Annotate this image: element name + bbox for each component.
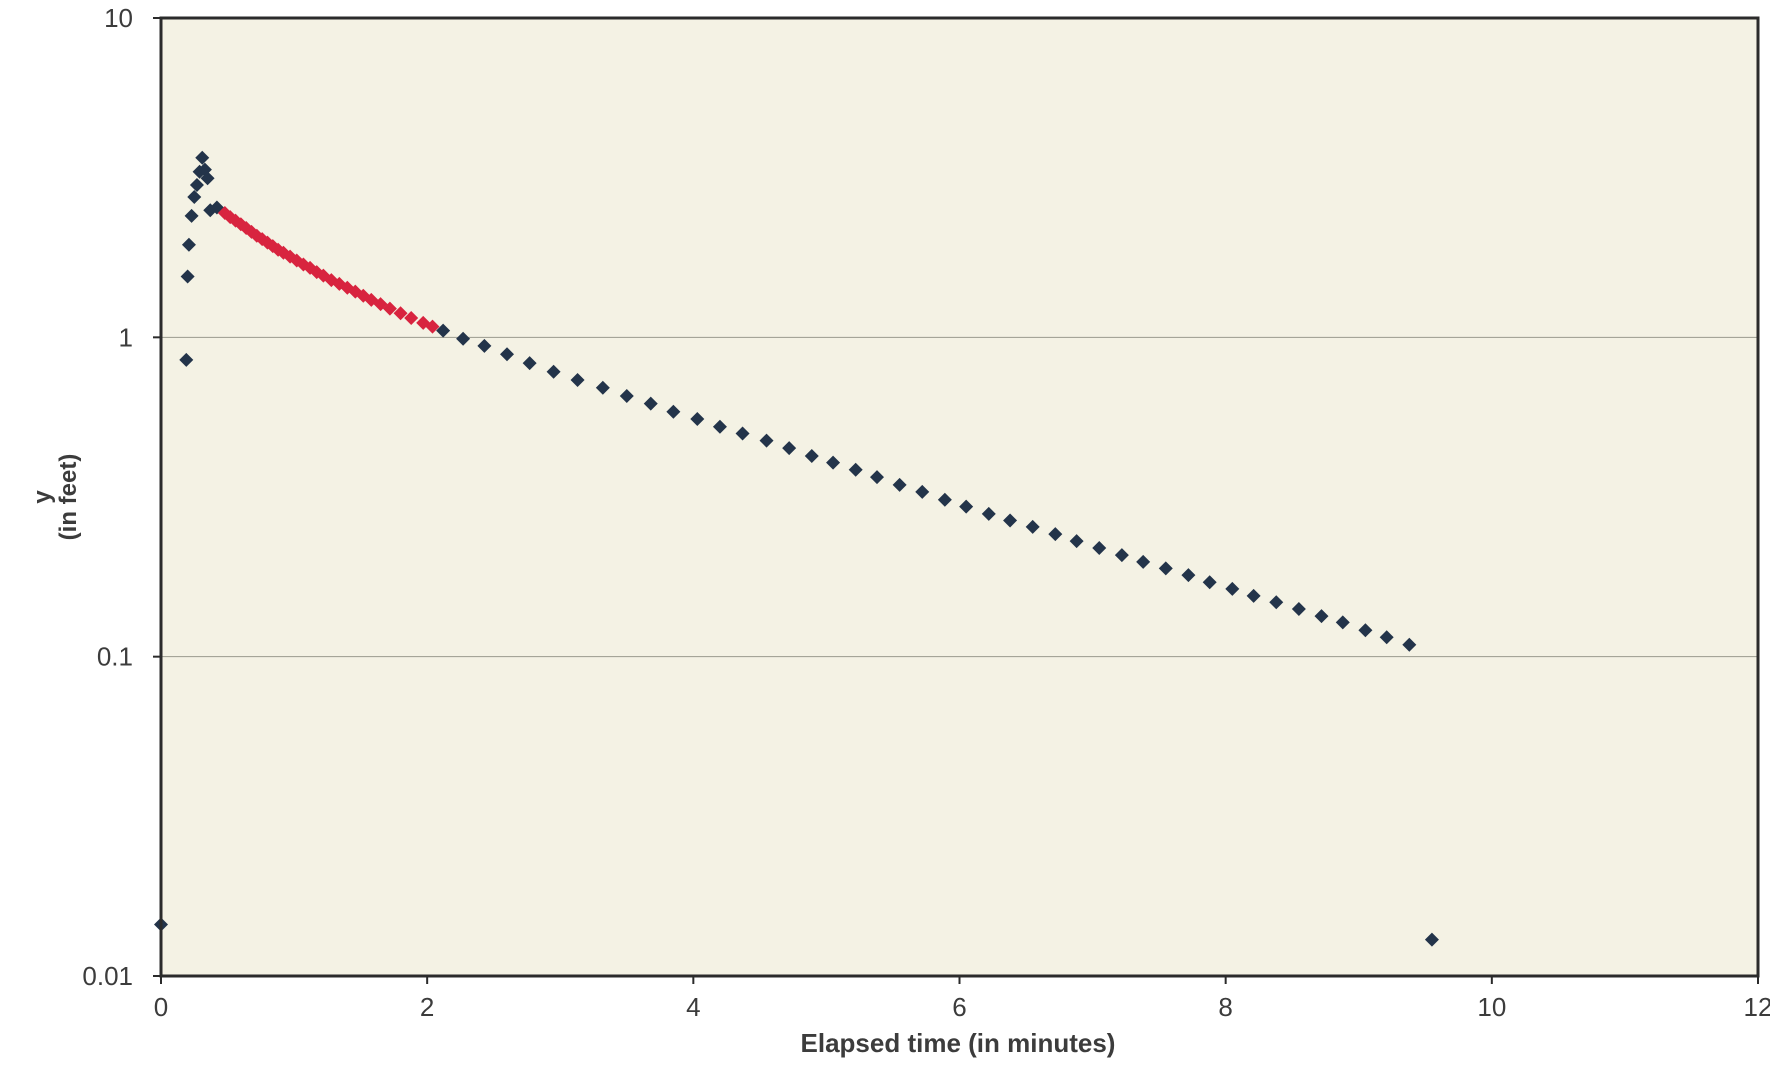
data-point (425, 319, 440, 334)
data-point (1092, 540, 1107, 555)
data-point (1202, 575, 1217, 590)
plot-area (161, 18, 1758, 976)
data-point (436, 323, 451, 338)
data-point (619, 389, 634, 404)
x-tick-label: 6 (952, 992, 966, 1022)
x-tick-label: 10 (1477, 992, 1506, 1022)
data-point (1225, 581, 1240, 596)
data-point (666, 404, 681, 419)
data-point (1048, 527, 1063, 542)
y-tick-label: 0.01 (82, 961, 133, 991)
data-point (1136, 554, 1151, 569)
data-point (1379, 630, 1394, 645)
data-point (187, 190, 202, 205)
data-point (1358, 623, 1373, 638)
data-point (546, 364, 561, 379)
data-point (1246, 588, 1261, 603)
data-point (712, 419, 727, 434)
data-point (915, 484, 930, 499)
data-point (1335, 615, 1350, 630)
data-point (595, 380, 610, 395)
data-point (181, 237, 196, 252)
y-tick-label: 0.1 (97, 642, 133, 672)
data-point (500, 347, 515, 362)
data-point (782, 441, 797, 456)
data-point (959, 499, 974, 514)
data-point (643, 396, 658, 411)
data-point (826, 455, 841, 470)
data-point (1003, 513, 1018, 528)
x-tick-label: 2 (420, 992, 434, 1022)
data-point (180, 269, 195, 284)
data-point (1269, 595, 1284, 610)
data-point (759, 433, 774, 448)
data-point (1069, 534, 1084, 549)
x-axis-label: Elapsed time (in minutes) (801, 1028, 1116, 1058)
x-tick-label: 0 (154, 992, 168, 1022)
y-tick-label: 1 (119, 322, 133, 352)
x-tick-label: 8 (1218, 992, 1232, 1022)
y-tick-label: 10 (104, 3, 133, 33)
data-point (189, 177, 204, 192)
data-point (937, 492, 952, 507)
data-point (892, 477, 907, 492)
data-point (804, 449, 819, 464)
data-point (200, 171, 215, 186)
data-point (456, 331, 471, 346)
data-point (1291, 602, 1306, 617)
x-tick-label: 4 (686, 992, 700, 1022)
data-point (393, 306, 408, 321)
data-point (690, 411, 705, 426)
data-point (1424, 932, 1439, 947)
data-point (848, 462, 863, 477)
data-point (1025, 519, 1040, 534)
data-point (981, 506, 996, 521)
y-axis-label-line1: y (29, 490, 56, 504)
data-point (735, 426, 750, 441)
data-point (404, 310, 419, 325)
data-point (522, 356, 537, 371)
data-point (1158, 561, 1173, 576)
data-point (179, 352, 194, 367)
data-point (1402, 637, 1417, 652)
data-point (1181, 568, 1196, 583)
data-point (382, 301, 397, 316)
y-axis-label: y (in feet) (29, 454, 82, 541)
data-point (195, 150, 210, 165)
data-point (184, 208, 199, 223)
data-point (869, 470, 884, 485)
data-point (276, 245, 291, 260)
data-point (1314, 609, 1329, 624)
data-point (1114, 548, 1129, 563)
data-point (477, 338, 492, 353)
y-axis-label-line2: (in feet) (55, 454, 82, 541)
x-tick-label: 12 (1744, 992, 1770, 1022)
data-point (570, 373, 585, 388)
